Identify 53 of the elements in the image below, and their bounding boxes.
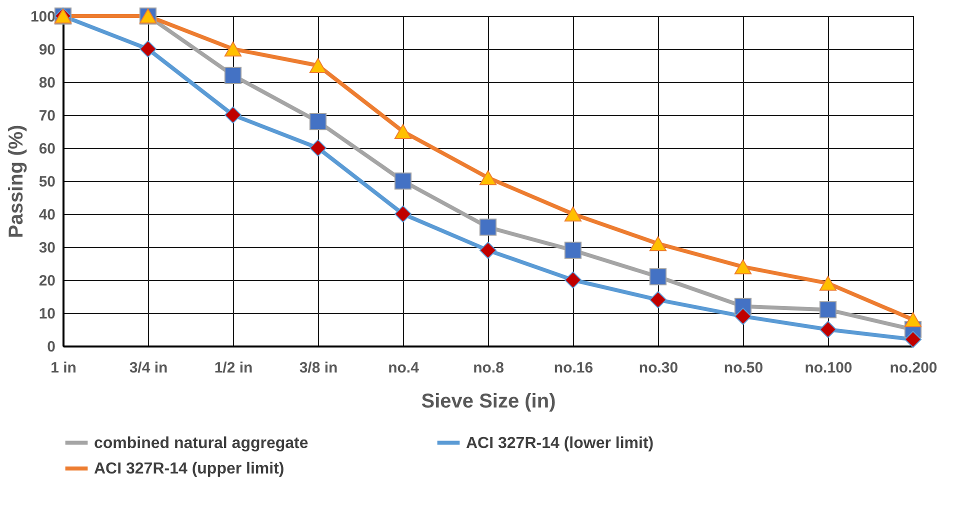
y-tick-label: 70: [38, 108, 56, 124]
y-tick-label: 0: [47, 338, 56, 356]
point: [224, 66, 242, 84]
x-tick-label: 1 in: [50, 360, 76, 376]
x-tick-label: no.50: [724, 360, 764, 376]
point: [564, 206, 582, 222]
x-axis-title: Sieve Size (in): [421, 390, 556, 412]
point: [224, 42, 242, 56]
y-tick-label: 30: [38, 240, 56, 256]
y-tick-label: 20: [38, 272, 56, 290]
point: [479, 242, 497, 259]
x-tick-label: no.200: [890, 360, 938, 376]
y-tick-label: 10: [38, 306, 56, 322]
y-tick-label: 60: [38, 140, 56, 158]
y-tick-label: 40: [38, 206, 56, 224]
x-tick-label: no.8: [473, 360, 504, 376]
point: [819, 276, 837, 291]
legend-label: combined natural aggregate: [94, 434, 308, 452]
point: [734, 308, 752, 325]
point: [394, 172, 412, 190]
point: [564, 242, 582, 259]
point: [479, 170, 497, 186]
point: [904, 312, 922, 328]
point: [139, 40, 157, 58]
x-tick-label: no.4: [388, 360, 420, 376]
point: [394, 205, 412, 223]
y-axis-title: Passing (%): [5, 124, 28, 238]
y-tick-label: 90: [38, 42, 56, 58]
x-tick-label: 3/8 in: [299, 360, 338, 376]
x-tick-label: no.30: [638, 360, 678, 376]
x-tick-label: no.100: [804, 360, 852, 376]
point: [904, 330, 922, 348]
point: [224, 106, 242, 124]
point: [649, 236, 667, 252]
x-tick-label: no.16: [554, 360, 594, 376]
point: [649, 268, 667, 286]
legend-label: ACI 327R-14 (upper limit): [94, 460, 284, 478]
y-tick-label: 50: [38, 174, 56, 190]
point: [309, 139, 327, 157]
point: [394, 124, 412, 139]
y-tick-label: 80: [38, 74, 56, 92]
point: [309, 58, 327, 73]
point: [309, 113, 327, 130]
x-tick-label: 3/4 in: [129, 360, 168, 376]
x-tick-label: 1/2 in: [214, 360, 253, 376]
point: [734, 259, 752, 274]
point: [649, 291, 667, 308]
point: [819, 301, 837, 318]
point: [819, 320, 837, 338]
y-tick-label: 100: [30, 8, 56, 26]
point: [479, 218, 497, 236]
legend-label: ACI 327R-14 (lower limit): [466, 434, 654, 452]
point: [564, 271, 582, 289]
